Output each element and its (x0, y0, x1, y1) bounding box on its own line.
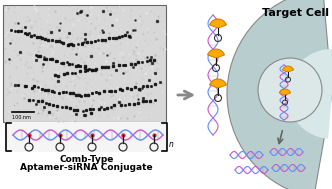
Wedge shape (282, 66, 293, 72)
Wedge shape (209, 79, 226, 88)
Circle shape (258, 58, 322, 122)
Text: Target Cell: Target Cell (263, 8, 329, 18)
Bar (5, 122, 168, 152)
Text: Aptamer-siRNA Conjugate: Aptamer-siRNA Conjugate (20, 163, 153, 172)
Wedge shape (209, 19, 226, 28)
Text: Comb-Type: Comb-Type (59, 155, 114, 164)
Text: 100 nm: 100 nm (12, 115, 31, 120)
Wedge shape (279, 89, 290, 95)
Wedge shape (287, 49, 332, 139)
Bar (3, 5, 166, 122)
Wedge shape (227, 0, 332, 189)
Wedge shape (208, 49, 224, 58)
Text: n: n (169, 140, 174, 149)
